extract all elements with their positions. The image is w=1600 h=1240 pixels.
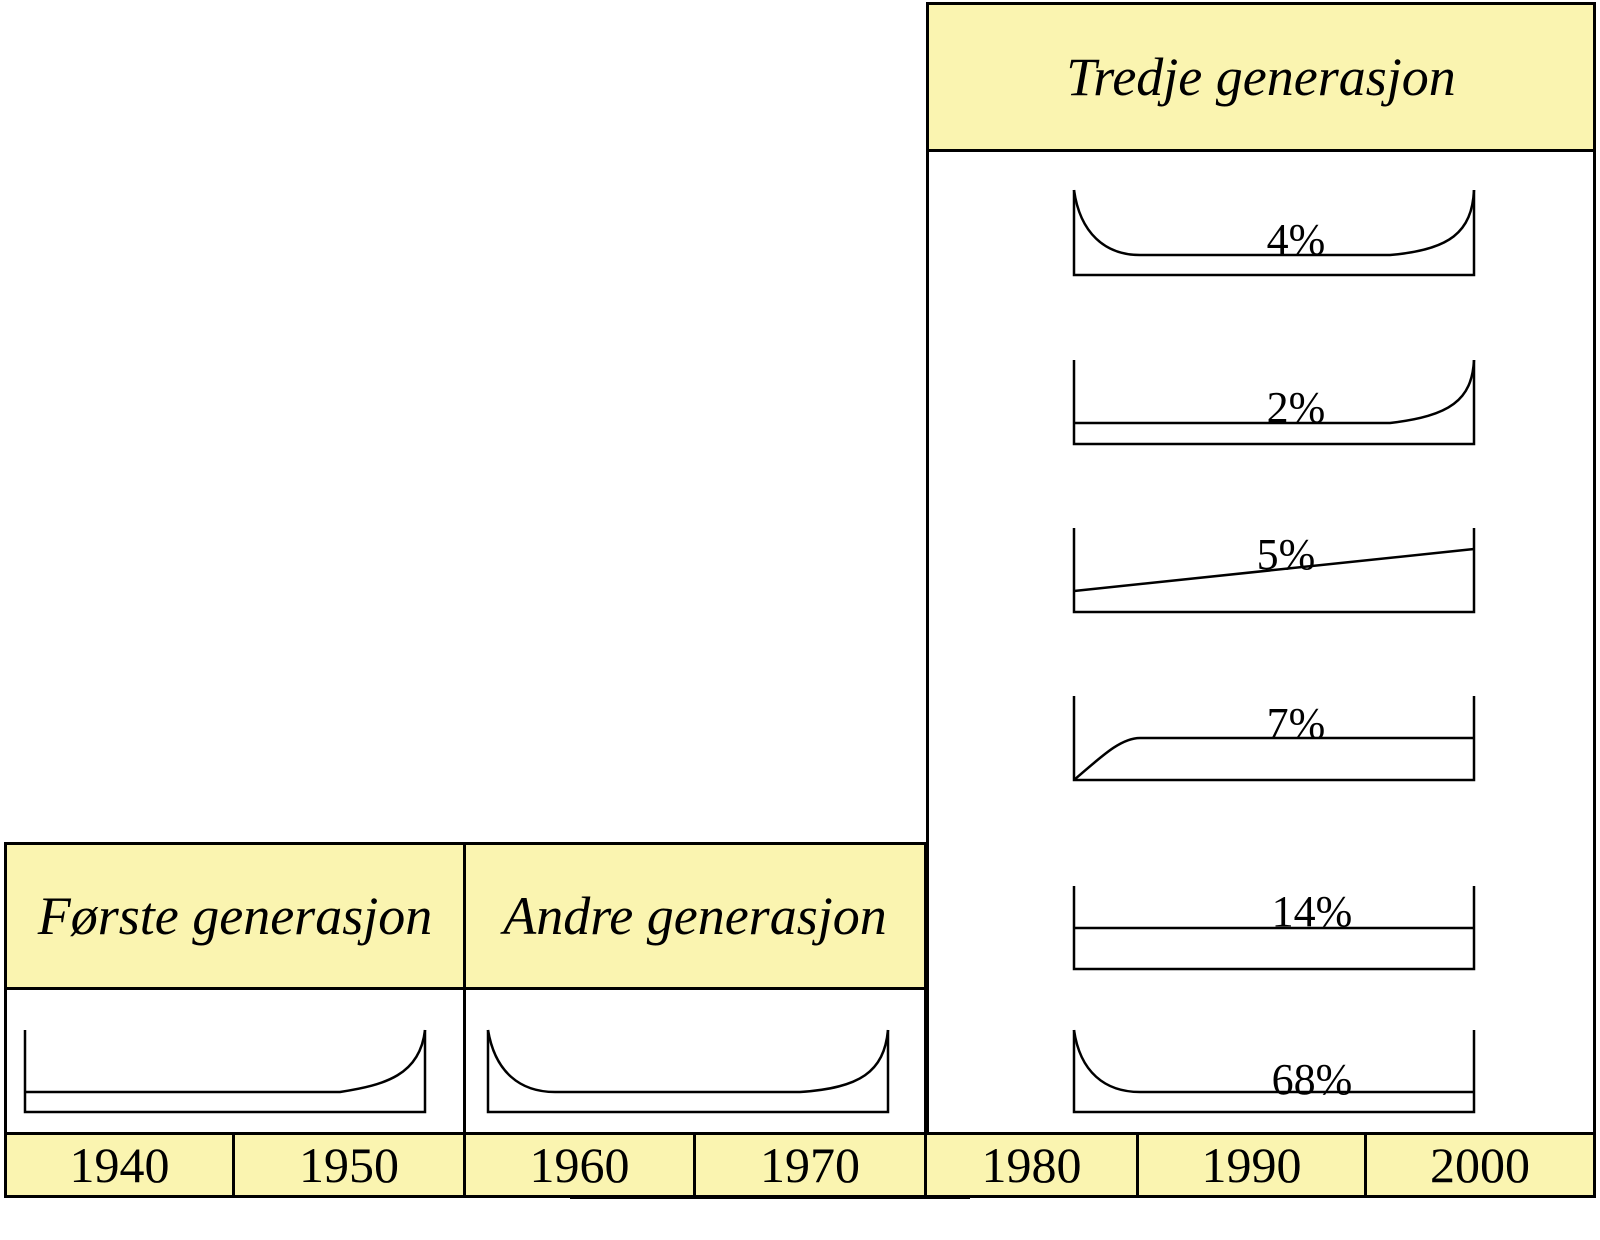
third-generation-panel: [926, 149, 1596, 1135]
year-cell-1940: 1940: [4, 1132, 235, 1198]
generation-label-third: Tredje generasjon: [1066, 47, 1456, 107]
year-cell-1950: 1950: [232, 1132, 466, 1198]
share-label-4pct: 4%: [1266, 215, 1326, 264]
year-cell-1960: 1960: [463, 1132, 696, 1198]
share-label-5pct: 5%: [1256, 530, 1316, 579]
generation-label-first: Første generasjon: [37, 886, 433, 946]
year-label: 1980: [981, 1137, 1082, 1193]
year-label: 1990: [1201, 1137, 1302, 1193]
share-label-7pct: 7%: [1266, 699, 1326, 748]
year-cell-2000: 2000: [1364, 1132, 1596, 1198]
year-label: 1970: [760, 1137, 860, 1193]
year-cell-1970: 1970: [693, 1132, 927, 1198]
year-cell-1990: 1990: [1136, 1132, 1367, 1198]
year-label: 2000: [1430, 1137, 1530, 1193]
year-label: 1960: [529, 1137, 630, 1193]
year-cell-1980: 1980: [924, 1132, 1139, 1198]
year-row-underline: [570, 1196, 970, 1199]
second-generation-panel: [463, 987, 927, 1135]
generation-label-second: Andre generasjon: [503, 886, 887, 946]
share-label-68pct: 68%: [1271, 1055, 1353, 1104]
share-label-2pct: 2%: [1266, 383, 1326, 432]
generation-header-third: Tredje generasjon: [926, 2, 1596, 152]
generation-header-first: Første generasjon: [4, 842, 466, 990]
share-label-14pct: 14%: [1271, 887, 1353, 936]
year-label: 1950: [299, 1137, 399, 1193]
generation-header-second: Andre generasjon: [463, 842, 927, 990]
first-generation-panel: [4, 987, 466, 1135]
year-label: 1940: [69, 1137, 170, 1193]
